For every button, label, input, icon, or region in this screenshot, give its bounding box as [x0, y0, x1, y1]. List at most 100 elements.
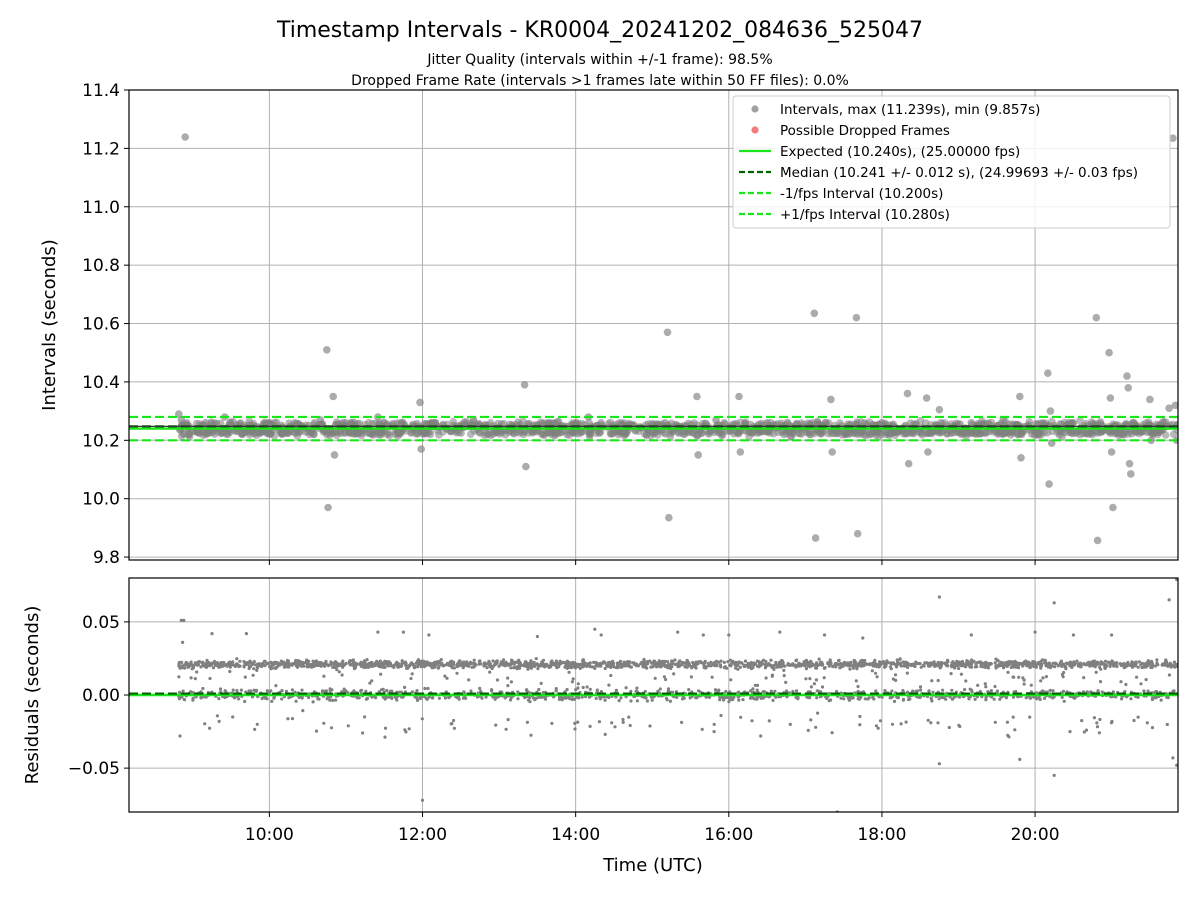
residual-point	[506, 676, 510, 680]
residual-point	[327, 663, 331, 667]
residual-point	[1136, 715, 1140, 719]
residual-point	[510, 658, 514, 663]
residual-point	[585, 664, 589, 669]
residual-point	[955, 659, 959, 664]
residual-point	[1136, 695, 1140, 699]
residual-point	[328, 698, 332, 702]
residual-point	[581, 685, 585, 690]
residual-point	[822, 676, 826, 680]
residual-point	[1135, 675, 1139, 679]
residual-point	[656, 661, 660, 665]
residual-point	[576, 682, 580, 686]
residual-point	[462, 690, 466, 694]
residual-point	[252, 688, 256, 692]
residual-point	[1144, 678, 1148, 682]
interval-point	[736, 448, 745, 456]
residual-point	[1121, 662, 1125, 667]
residual-point	[856, 684, 860, 689]
residual-point	[426, 661, 430, 666]
residual-point	[755, 688, 759, 692]
interval-point	[595, 429, 604, 437]
residual-outlier	[401, 630, 405, 634]
residual-point	[243, 675, 247, 679]
residual-point	[397, 665, 401, 669]
residual-point	[491, 665, 495, 669]
residual-point	[827, 661, 831, 665]
residual-point	[804, 658, 809, 662]
residual-point	[771, 698, 775, 703]
residual-point	[847, 698, 852, 702]
residual-outlier	[1167, 598, 1171, 602]
residual-point	[201, 660, 205, 664]
interval-point	[1146, 395, 1154, 404]
residual-point	[353, 666, 357, 670]
residual-point	[938, 662, 942, 666]
residual-outlier	[861, 636, 865, 640]
residual-point	[874, 689, 878, 693]
residual-point	[1011, 675, 1015, 679]
residual-point	[582, 664, 586, 668]
residual-point	[324, 659, 328, 664]
residual-point	[554, 687, 558, 691]
residual-outlier	[1052, 601, 1056, 605]
residual-point	[712, 730, 716, 734]
residual-point	[390, 689, 394, 693]
residual-point	[808, 665, 812, 669]
interval-point	[1069, 419, 1078, 427]
residual-point	[285, 658, 290, 663]
residual-point	[568, 697, 572, 701]
residual-point	[863, 697, 867, 701]
residual-point	[332, 662, 336, 666]
residual-point	[1035, 697, 1039, 701]
x-tick-label: 10:00	[245, 825, 294, 845]
residual-point	[911, 689, 915, 693]
interval-point	[353, 429, 361, 437]
residual-point	[1092, 716, 1096, 720]
residual-point	[668, 699, 673, 703]
residual-point	[699, 661, 704, 665]
residual-point	[235, 657, 239, 661]
interval-point	[827, 395, 835, 404]
residual-point	[830, 731, 834, 735]
residual-point	[651, 665, 655, 669]
residual-point	[543, 697, 548, 701]
residual-point	[944, 697, 948, 701]
residual-outlier	[593, 627, 597, 631]
residual-point	[992, 697, 996, 701]
residual-point	[388, 662, 393, 666]
residual-point	[993, 720, 997, 724]
residual-point	[964, 679, 968, 683]
residual-point	[635, 699, 640, 703]
top-y-tick-label: 11.4	[82, 81, 120, 101]
residual-point	[276, 664, 280, 668]
residual-point	[255, 722, 259, 726]
residual-point	[380, 663, 385, 667]
top-y-tick-label: 10.4	[82, 373, 120, 393]
bottom-y-tick-label: 0.05	[82, 613, 120, 633]
residual-point	[759, 734, 763, 738]
residual-point	[578, 666, 582, 671]
residual-point	[837, 658, 841, 663]
residual-point	[606, 663, 610, 667]
residual-point	[704, 695, 708, 699]
residual-point	[346, 724, 350, 728]
residual-point	[504, 727, 508, 731]
residual-point	[352, 689, 356, 693]
residual-point	[195, 670, 199, 674]
residual-point	[469, 689, 473, 693]
residual-point	[1168, 663, 1172, 667]
residual-point	[642, 663, 646, 667]
residual-point	[1111, 660, 1115, 664]
residual-point	[783, 664, 787, 668]
residual-point	[937, 697, 941, 701]
residual-point	[219, 660, 223, 665]
residual-point	[483, 661, 487, 665]
residual-point	[719, 659, 723, 663]
residual-point	[1056, 664, 1060, 668]
residual-point	[260, 664, 264, 668]
residual-point	[975, 665, 979, 669]
residual-point	[828, 658, 832, 662]
residual-point	[890, 722, 895, 726]
legend-label: Possible Dropped Frames	[780, 123, 950, 139]
residual-point	[1098, 680, 1103, 684]
